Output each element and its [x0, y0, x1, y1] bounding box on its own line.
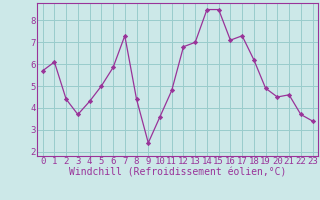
X-axis label: Windchill (Refroidissement éolien,°C): Windchill (Refroidissement éolien,°C): [69, 168, 286, 178]
